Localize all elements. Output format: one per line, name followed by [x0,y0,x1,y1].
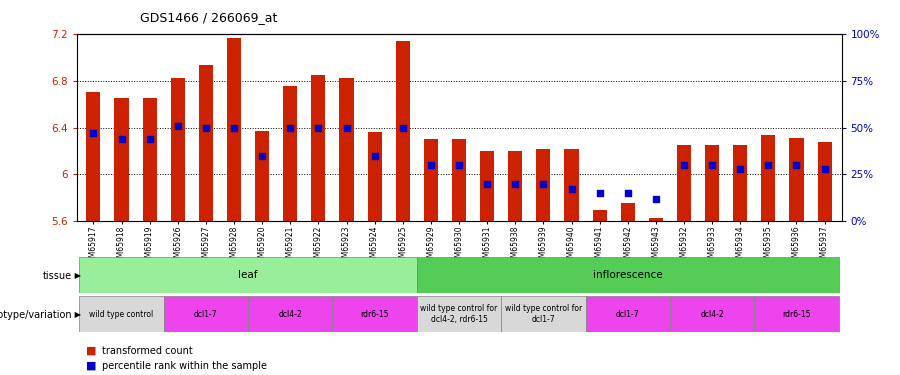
Bar [789,138,804,221]
Point [620,190,634,196]
Bar [754,296,839,332]
Bar [311,75,326,221]
Bar [332,296,417,332]
Bar [564,148,579,221]
Point [705,162,719,168]
Bar [79,296,164,332]
Text: GDS1466 / 266069_at: GDS1466 / 266069_at [140,11,277,24]
Text: rdr6-15: rdr6-15 [360,310,389,318]
Bar [761,135,776,221]
Text: wild type control for
dcl4-2, rdr6-15: wild type control for dcl4-2, rdr6-15 [420,304,498,324]
Bar [705,145,719,221]
Bar [424,139,438,221]
Text: transformed count: transformed count [102,346,193,355]
Text: dcl1-7: dcl1-7 [194,310,218,318]
Bar [592,210,607,221]
Point [649,196,663,202]
Point [480,181,494,187]
Text: percentile rank within the sample: percentile rank within the sample [102,361,266,370]
Bar [649,218,663,221]
Text: wild type control for
dcl1-7: wild type control for dcl1-7 [505,304,582,324]
Point [508,181,522,187]
Point [592,190,607,196]
Point [452,162,466,168]
Bar [164,296,248,332]
Bar [817,141,832,221]
Bar [480,151,494,221]
Text: ▶: ▶ [72,310,81,320]
Bar [536,148,551,221]
Text: ▶: ▶ [72,271,81,280]
Bar [367,132,382,221]
Point [227,124,241,130]
Point [367,153,382,159]
Text: dcl1-7: dcl1-7 [616,310,640,318]
Bar [171,78,184,221]
Bar [501,296,586,332]
Text: ■: ■ [86,346,96,355]
Bar [670,296,754,332]
Point [311,124,326,130]
Text: dcl4-2: dcl4-2 [278,310,302,318]
Bar [508,151,522,221]
Point [536,181,551,187]
Point [171,123,185,129]
Point [564,186,579,192]
Point [114,136,129,142]
Bar [114,98,129,221]
Point [789,162,804,168]
Text: rdr6-15: rdr6-15 [782,310,811,318]
Bar [255,131,269,221]
Text: dcl4-2: dcl4-2 [700,310,724,318]
Bar [248,296,332,332]
Point [424,162,438,168]
Point [199,124,213,130]
Point [86,130,101,136]
Text: tissue: tissue [43,271,72,280]
Bar [339,78,354,221]
Bar [86,92,101,221]
Text: genotype/variation: genotype/variation [0,310,72,320]
Text: wild type control: wild type control [89,310,154,318]
Bar [621,202,634,221]
Bar [586,296,670,332]
Point [677,162,691,168]
Bar [734,145,747,221]
Bar [199,65,213,221]
Point [395,124,410,130]
Point [761,162,776,168]
Point [255,153,269,159]
Bar [142,98,157,221]
Bar [227,39,241,221]
Text: inflorescence: inflorescence [593,270,662,280]
Bar [417,296,501,332]
Point [339,124,354,130]
Point [283,124,297,130]
Point [142,136,157,142]
Bar [452,139,466,221]
Bar [79,257,417,292]
Point [817,166,832,172]
Point [733,166,747,172]
Bar [396,41,410,221]
Bar [677,145,691,221]
Bar [417,257,839,292]
Bar [284,87,297,221]
Text: ■: ■ [86,361,96,370]
Text: leaf: leaf [238,270,257,280]
